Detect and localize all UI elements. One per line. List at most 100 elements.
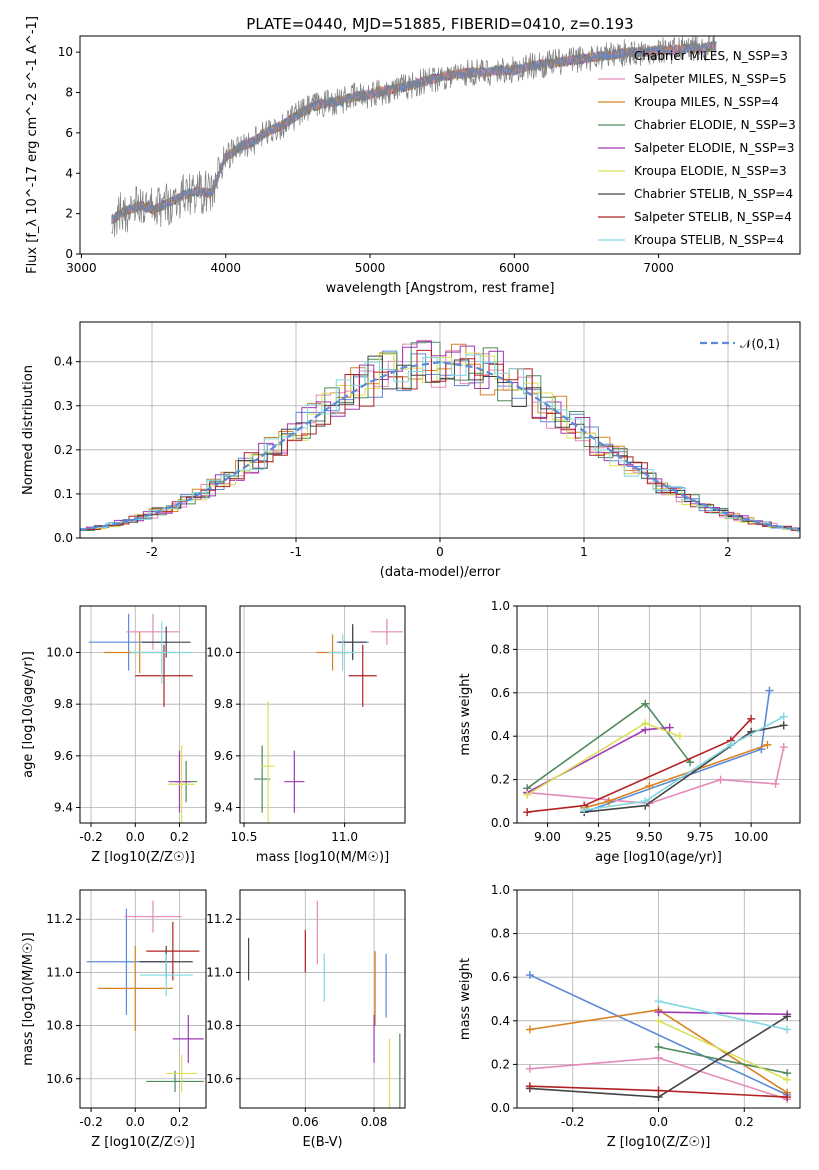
x-tick-label: 0.0 bbox=[126, 830, 145, 844]
y-tick-label: 11.2 bbox=[206, 912, 233, 926]
panel-age-vs-mass: 10.5 11.0 9.4 9.6 9.8 10.0 mass [log10(M/M☉)] bbox=[206, 605, 406, 865]
series-marker bbox=[641, 797, 650, 806]
x-axis-label: Z [log10(Z/Z☉)] bbox=[91, 1135, 195, 1150]
y-tick-label: 9.4 bbox=[214, 801, 233, 815]
panel-age-vs-Z: -0.2 0.0 0.2 9.4 9.6 9.8 10.0 Z [log10(Z/Z☉)] ag… bbox=[21, 605, 207, 865]
legend-label: Salpeter STELIB, N_SSP=4 bbox=[634, 210, 792, 224]
series-marker bbox=[604, 797, 613, 806]
x-axis-label: Z [log10(Z/Z☉)] bbox=[607, 1135, 711, 1150]
model-line bbox=[111, 41, 717, 224]
y-tick-label: 1.0 bbox=[491, 599, 510, 613]
series-marker bbox=[645, 782, 654, 791]
axes-frame bbox=[79, 889, 207, 1109]
x-tick-label: 0.0 bbox=[649, 1115, 668, 1129]
plot-area bbox=[88, 613, 198, 823]
x-tick-label: 9.25 bbox=[585, 830, 612, 844]
series-marker bbox=[665, 723, 674, 732]
series-marker bbox=[654, 997, 663, 1006]
x-tick-label: 5000 bbox=[355, 261, 386, 275]
series-marker bbox=[783, 1025, 792, 1034]
histogram-step bbox=[80, 341, 800, 532]
y-tick-label: 0.4 bbox=[491, 1014, 510, 1028]
x-tick-label: 3000 bbox=[66, 261, 97, 275]
y-tick-label: 10.0 bbox=[206, 646, 233, 660]
series-line bbox=[584, 724, 784, 813]
panel-mass-vs-EBV: 0.06 0.08 10.6 10.8 11.0 11.2 E(B-V) bbox=[206, 889, 406, 1150]
legend-label: Kroupa MILES, N_SSP=4 bbox=[634, 95, 779, 109]
y-tick-label: 10.8 bbox=[46, 1019, 73, 1033]
y-tick-label: 10 bbox=[58, 45, 73, 59]
series-line bbox=[584, 715, 785, 811]
y-axis-label: mass [log10(M/M☉)] bbox=[21, 932, 36, 1065]
legend-label: 𝒩(0,1) bbox=[740, 337, 780, 351]
series-marker bbox=[686, 758, 695, 767]
legend-label: Chabrier ELODIE, N_SSP=3 bbox=[634, 118, 796, 132]
series-marker bbox=[779, 712, 788, 721]
y-tick-label: 0.2 bbox=[54, 443, 73, 457]
series-marker bbox=[525, 1082, 534, 1091]
series-marker bbox=[580, 805, 589, 814]
x-tick-label: 0 bbox=[436, 545, 444, 559]
y-tick-label: 0.2 bbox=[491, 1057, 510, 1071]
x-tick-label: -0.2 bbox=[79, 830, 102, 844]
x-tick-label: -0.2 bbox=[561, 1115, 584, 1129]
series-marker bbox=[654, 1016, 663, 1025]
y-tick-label: 0.1 bbox=[54, 487, 73, 501]
axes-frame bbox=[516, 605, 801, 824]
series-marker bbox=[771, 779, 780, 788]
x-axis-label: E(B-V) bbox=[302, 1135, 342, 1150]
model-line bbox=[111, 41, 717, 224]
x-axis-label: (data-model)/error bbox=[380, 565, 501, 580]
series-marker bbox=[641, 699, 650, 708]
panel-mass-vs-Z: -0.2 0.0 0.2 10.6 10.8 11.0 11.2 Z [log10(Z/Z☉)… bbox=[21, 889, 207, 1150]
legend-label: Kroupa ELODIE, N_SSP=3 bbox=[634, 164, 787, 178]
x-tick-label: 0.0 bbox=[126, 1115, 145, 1129]
series-marker bbox=[783, 1012, 792, 1021]
x-tick-label: 4000 bbox=[210, 261, 241, 275]
series-marker bbox=[726, 740, 735, 749]
series-marker bbox=[525, 1064, 534, 1073]
x-tick-label: 10.5 bbox=[231, 830, 258, 844]
plot-area bbox=[80, 339, 800, 533]
series-marker bbox=[525, 1025, 534, 1034]
series-line bbox=[658, 1046, 788, 1074]
y-tick-label: 0.6 bbox=[491, 970, 510, 984]
series-marker bbox=[783, 1075, 792, 1084]
series-marker bbox=[675, 732, 684, 741]
plot-area bbox=[523, 686, 788, 817]
y-tick-label: 0.8 bbox=[491, 927, 510, 941]
y-tick-label: 0.4 bbox=[491, 729, 510, 743]
panel-massweight-vs-Z: -0.2 0.0 0.2 0.0 0.2 0.4 0.6 0.8 1.0 Z [log10(Z/Z… bbox=[458, 883, 801, 1150]
y-tick-label: 9.6 bbox=[214, 749, 233, 763]
model-line bbox=[111, 41, 717, 224]
x-tick-label: -2 bbox=[146, 545, 158, 559]
panel-massweight-vs-age: 9.00 9.25 9.50 9.75 10.00 0.0 0.2 0.4 0.6 0.8 1.0 a… bbox=[458, 599, 801, 865]
data-line bbox=[111, 36, 717, 238]
series-marker bbox=[779, 743, 788, 752]
model-line bbox=[111, 41, 717, 224]
x-tick-label: 9.75 bbox=[687, 830, 714, 844]
y-tick-label: 11.0 bbox=[206, 965, 233, 979]
y-tick-label: 0.8 bbox=[491, 642, 510, 656]
y-tick-label: 0.4 bbox=[54, 355, 73, 369]
plot-area bbox=[86, 900, 204, 1093]
y-tick-label: 0.2 bbox=[491, 773, 510, 787]
series-line bbox=[527, 718, 752, 813]
histogram-step bbox=[85, 340, 800, 530]
y-tick-label: 6 bbox=[65, 126, 73, 140]
x-tick-label: 2 bbox=[724, 545, 732, 559]
series-marker bbox=[779, 721, 788, 730]
x-tick-label: 1 bbox=[580, 545, 588, 559]
y-axis-label: Flux [f_λ 10^-17 erg cm^-2 s^-1 A^-1] bbox=[25, 16, 40, 274]
y-axis-label: mass weight bbox=[458, 958, 473, 1040]
legend-label: Salpeter MILES, N_SSP=5 bbox=[634, 72, 787, 86]
series-line bbox=[658, 1020, 788, 1081]
y-tick-label: 10.6 bbox=[206, 1072, 233, 1086]
axes-frame bbox=[516, 889, 801, 1109]
y-tick-label: 0.0 bbox=[491, 1101, 510, 1115]
legend-label: Chabrier MILES, N_SSP=3 bbox=[634, 49, 788, 63]
y-tick-label: 10.6 bbox=[46, 1072, 73, 1086]
legend-label: Salpeter ELODIE, N_SSP=3 bbox=[634, 141, 795, 155]
